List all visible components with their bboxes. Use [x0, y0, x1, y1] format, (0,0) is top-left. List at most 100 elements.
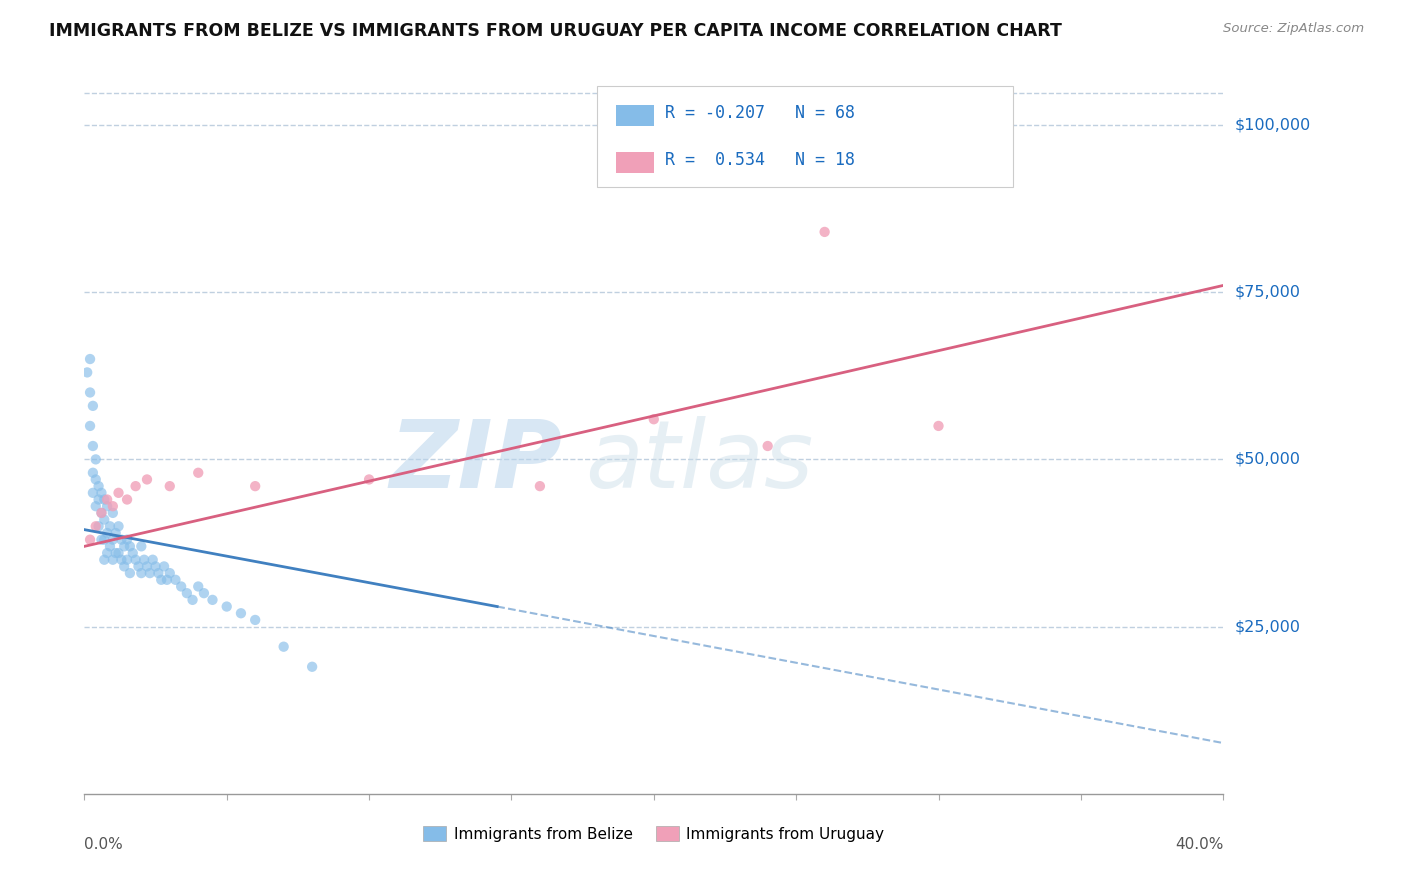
- Text: $75,000: $75,000: [1234, 285, 1301, 300]
- Point: [104, 546, 127, 560]
- Point: [110, 533, 132, 547]
- Point: [124, 479, 146, 493]
- Point: [101, 506, 124, 520]
- Point: [82, 399, 104, 413]
- Point: [98, 539, 121, 553]
- Point: [96, 492, 118, 507]
- Point: [153, 559, 176, 574]
- Point: [110, 552, 132, 567]
- Text: IMMIGRANTS FROM BELIZE VS IMMIGRANTS FROM URUGUAY PER CAPITA INCOME CORRELATION : IMMIGRANTS FROM BELIZE VS IMMIGRANTS FRO…: [49, 22, 1062, 40]
- Point: [159, 566, 181, 581]
- Point: [82, 439, 104, 453]
- Point: [101, 552, 124, 567]
- Point: [93, 512, 115, 526]
- Point: [301, 660, 323, 674]
- Point: [181, 592, 204, 607]
- Text: 0.0%: 0.0%: [84, 838, 124, 852]
- Point: [131, 566, 153, 581]
- Point: [90, 533, 112, 547]
- Point: [84, 519, 107, 533]
- Point: [90, 506, 112, 520]
- Point: [87, 519, 110, 533]
- Text: R = -0.207   N = 68: R = -0.207 N = 68: [665, 103, 855, 122]
- Point: [115, 492, 138, 507]
- Text: Source: ZipAtlas.com: Source: ZipAtlas.com: [1223, 22, 1364, 36]
- Point: [79, 385, 101, 400]
- Point: [156, 573, 179, 587]
- Point: [136, 559, 159, 574]
- Point: [87, 479, 110, 493]
- Text: $50,000: $50,000: [1234, 452, 1301, 467]
- Point: [87, 492, 110, 507]
- Text: 40.0%: 40.0%: [1175, 838, 1223, 852]
- Text: $100,000: $100,000: [1234, 118, 1310, 132]
- Point: [136, 473, 159, 487]
- Point: [118, 566, 141, 581]
- Point: [93, 492, 115, 507]
- Point: [814, 225, 837, 239]
- Point: [82, 466, 104, 480]
- Text: ZIP: ZIP: [389, 416, 562, 508]
- Point: [101, 533, 124, 547]
- Point: [170, 580, 193, 594]
- Point: [79, 533, 101, 547]
- FancyBboxPatch shape: [598, 86, 1012, 187]
- Point: [131, 539, 153, 553]
- Point: [115, 533, 138, 547]
- Point: [107, 485, 129, 500]
- Point: [756, 439, 779, 453]
- Point: [273, 640, 295, 654]
- Point: [159, 479, 181, 493]
- Text: atlas: atlas: [585, 416, 814, 507]
- Point: [84, 500, 107, 514]
- Point: [928, 419, 950, 434]
- Point: [96, 526, 118, 541]
- Point: [245, 613, 267, 627]
- Point: [134, 552, 156, 567]
- Point: [359, 473, 381, 487]
- Point: [112, 539, 135, 553]
- Point: [107, 546, 129, 560]
- Point: [229, 607, 252, 621]
- Point: [145, 559, 167, 574]
- Point: [98, 519, 121, 533]
- Point: [529, 479, 551, 493]
- Point: [76, 366, 98, 380]
- Point: [124, 552, 146, 567]
- FancyBboxPatch shape: [616, 152, 654, 173]
- Point: [148, 566, 170, 581]
- Point: [187, 466, 209, 480]
- Point: [165, 573, 187, 587]
- Point: [90, 506, 112, 520]
- Text: $25,000: $25,000: [1234, 619, 1301, 634]
- Point: [90, 485, 112, 500]
- Point: [187, 580, 209, 594]
- Point: [79, 352, 101, 367]
- Point: [193, 586, 215, 600]
- Point: [150, 573, 173, 587]
- Point: [93, 533, 115, 547]
- Point: [82, 485, 104, 500]
- Point: [101, 500, 124, 514]
- FancyBboxPatch shape: [616, 104, 654, 126]
- Point: [84, 452, 107, 467]
- Point: [112, 559, 135, 574]
- Point: [104, 526, 127, 541]
- Point: [643, 412, 665, 426]
- Point: [245, 479, 267, 493]
- Point: [93, 552, 115, 567]
- Point: [118, 539, 141, 553]
- Point: [79, 419, 101, 434]
- Text: R =  0.534   N = 18: R = 0.534 N = 18: [665, 151, 855, 169]
- Point: [107, 519, 129, 533]
- Point: [201, 592, 224, 607]
- Point: [127, 559, 149, 574]
- Point: [176, 586, 198, 600]
- Point: [84, 473, 107, 487]
- Point: [115, 552, 138, 567]
- Point: [121, 546, 143, 560]
- Legend: Immigrants from Belize, Immigrants from Uruguay: Immigrants from Belize, Immigrants from …: [418, 820, 890, 847]
- Point: [139, 566, 162, 581]
- Point: [96, 500, 118, 514]
- Point: [142, 552, 165, 567]
